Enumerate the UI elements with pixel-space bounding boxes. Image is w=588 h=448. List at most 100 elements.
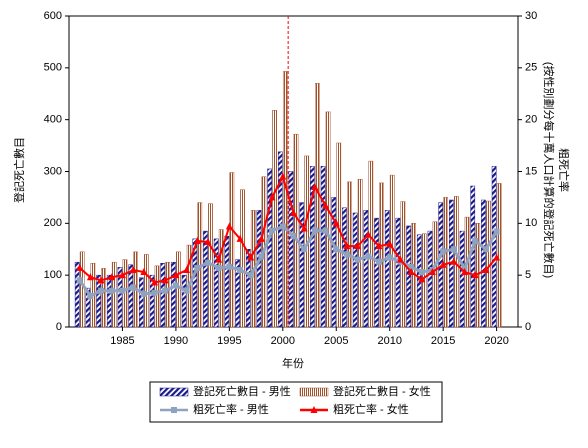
x-tick-label: 1985 xyxy=(110,335,134,347)
marker xyxy=(183,287,190,294)
legend-label: 粗死亡率 - 男性 xyxy=(193,402,269,416)
marker xyxy=(247,253,255,261)
marker xyxy=(140,290,147,297)
bar xyxy=(171,261,176,328)
x-tick-label: 2000 xyxy=(271,335,295,347)
x-tick-label: 2015 xyxy=(431,335,455,347)
marker xyxy=(439,260,447,268)
bar xyxy=(310,166,315,328)
marker xyxy=(290,232,297,239)
bar xyxy=(379,182,384,328)
marker xyxy=(226,263,233,270)
bar xyxy=(272,110,277,328)
y-tick-label: 600 xyxy=(44,10,62,22)
marker xyxy=(440,248,447,255)
bar xyxy=(165,261,171,328)
line xyxy=(79,174,498,284)
marker xyxy=(300,224,308,232)
bar xyxy=(368,160,374,328)
bar xyxy=(74,261,80,328)
bar xyxy=(213,238,219,328)
marker xyxy=(461,268,469,276)
marker xyxy=(151,278,159,286)
bar xyxy=(224,236,230,328)
marker xyxy=(225,222,233,230)
bar xyxy=(342,207,347,328)
marker xyxy=(471,271,479,279)
bar xyxy=(325,111,331,328)
bar xyxy=(282,71,288,328)
marker xyxy=(87,292,94,299)
bar xyxy=(352,212,358,328)
bar xyxy=(256,210,262,328)
y-tick-label: 300 xyxy=(44,165,62,177)
marker xyxy=(151,289,158,296)
marker xyxy=(354,256,361,263)
bar xyxy=(427,230,433,328)
marker xyxy=(386,254,393,261)
y-tick-label: 500 xyxy=(44,62,62,74)
marker xyxy=(493,253,501,261)
bar xyxy=(363,210,369,328)
marker xyxy=(450,246,457,253)
bar xyxy=(138,277,144,328)
marker xyxy=(268,193,276,201)
bar xyxy=(267,168,272,328)
marker xyxy=(493,228,500,235)
marker xyxy=(450,257,458,265)
bar xyxy=(374,217,379,328)
marker xyxy=(365,253,372,260)
bar xyxy=(277,151,283,328)
marker xyxy=(322,227,329,234)
marker xyxy=(257,234,265,242)
marker xyxy=(76,277,83,284)
x-tick-label: 2010 xyxy=(377,335,401,347)
marker xyxy=(376,258,383,265)
marker xyxy=(140,268,148,276)
marker xyxy=(130,284,137,291)
bar xyxy=(406,225,411,328)
marker xyxy=(343,251,350,258)
marker xyxy=(428,268,436,276)
y-tick-label: 400 xyxy=(44,114,62,126)
bar xyxy=(320,166,326,328)
y2-tick-label: 15 xyxy=(525,165,537,177)
bar xyxy=(111,261,117,328)
bar xyxy=(192,238,198,328)
marker xyxy=(119,287,126,294)
legend-label: 登記死亡數目 - 男性 xyxy=(193,384,291,398)
marker xyxy=(247,272,254,279)
marker xyxy=(364,230,372,238)
bar xyxy=(470,185,476,328)
legend-marker xyxy=(310,406,318,413)
marker xyxy=(194,264,201,271)
marker xyxy=(311,183,319,191)
bar xyxy=(481,199,486,328)
marker xyxy=(482,246,489,253)
marker xyxy=(472,237,479,244)
marker xyxy=(333,246,340,253)
y-axis-label: 登記死亡數目 xyxy=(12,137,26,203)
marker xyxy=(129,265,137,273)
legend-label: 登記死亡數目 - 女性 xyxy=(333,384,431,398)
marker xyxy=(162,287,169,294)
bar xyxy=(299,202,305,328)
y2-tick-label: 20 xyxy=(525,114,537,126)
y2-axis-label: 粗死亡率 xyxy=(557,148,571,192)
marker xyxy=(108,273,116,281)
marker xyxy=(204,237,212,245)
marker xyxy=(407,268,415,276)
bar xyxy=(443,197,449,328)
marker xyxy=(236,234,244,242)
marker xyxy=(215,255,223,263)
bar xyxy=(143,254,149,328)
marker xyxy=(258,253,265,260)
marker xyxy=(408,263,415,270)
marker xyxy=(97,276,105,284)
marker xyxy=(375,242,383,250)
bar xyxy=(160,262,166,328)
marker xyxy=(396,255,404,263)
bar xyxy=(459,230,465,328)
marker xyxy=(354,242,362,250)
marker xyxy=(204,259,211,266)
